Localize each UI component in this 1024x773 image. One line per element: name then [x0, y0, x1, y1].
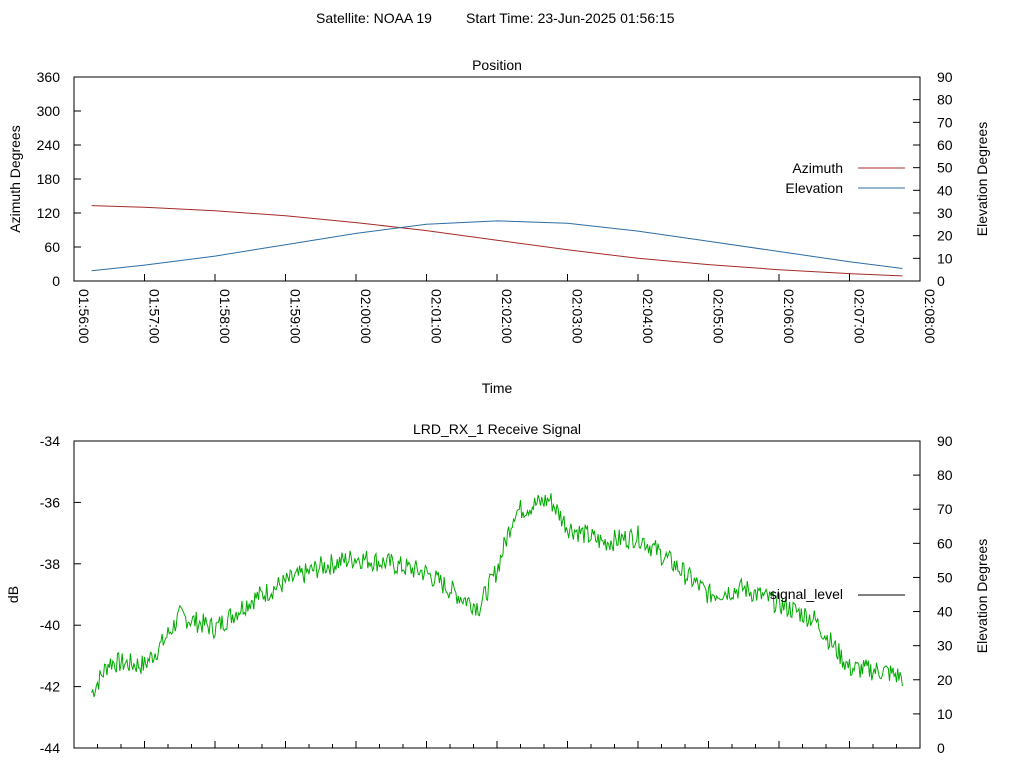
- y2-tick-label: 70: [937, 501, 953, 517]
- legend-label-elevation: Elevation: [785, 180, 843, 196]
- y-tick-label: -42: [40, 679, 60, 695]
- y-tick-label: 240: [37, 137, 61, 153]
- y-tick-label: -38: [40, 556, 60, 572]
- y-tick-label: -44: [40, 740, 60, 756]
- y2-tick-label: 60: [937, 535, 953, 551]
- y-axis-label: dB: [5, 586, 21, 603]
- y-tick-label: 60: [44, 239, 60, 255]
- legend-label-azimuth: Azimuth: [792, 160, 843, 176]
- y-axis-label: Azimuth Degrees: [7, 125, 23, 232]
- chart-title: LRD_RX_1 Receive Signal: [413, 421, 581, 437]
- x-tick-label: 02:05:00: [711, 289, 727, 344]
- y2-tick-label: 30: [937, 638, 953, 654]
- y-tick-label: 300: [37, 103, 61, 119]
- y2-tick-label: 50: [937, 569, 953, 585]
- y-tick-label: 180: [37, 171, 61, 187]
- y2-tick-label: 20: [937, 672, 953, 688]
- position-chart: Position 0 60 120 180 240 300 360 0 10 20 30 40 50 60 7…: [7, 57, 990, 396]
- y2-tick-label: 80: [937, 467, 953, 483]
- y2-tick-label: 90: [937, 433, 953, 449]
- y2-axis-label: Elevation Degrees: [974, 122, 990, 236]
- x-tick-label: 01:59:00: [288, 289, 304, 344]
- series-line-azimuth: [92, 206, 903, 276]
- y-tick-label: 360: [37, 69, 61, 85]
- y2-tick-label: 40: [937, 182, 953, 198]
- x-tick-label: 01:56:00: [76, 289, 92, 344]
- legend-label-signal-level: signal_level: [770, 586, 843, 602]
- y2-tick-label: 50: [937, 160, 953, 176]
- x-tick-label: 01:57:00: [147, 289, 163, 344]
- y-tick-label: -36: [40, 494, 60, 510]
- y-tick-label: 120: [37, 205, 61, 221]
- y2-tick-label: 10: [937, 250, 953, 266]
- x-tick-label: 02:04:00: [640, 289, 656, 344]
- y-tick-label: -40: [40, 617, 60, 633]
- y-tick-label: 0: [52, 273, 60, 289]
- x-tick-label: 02:02:00: [499, 289, 515, 344]
- satellite-label: Satellite: NOAA 19: [316, 10, 432, 26]
- start-time-label: Start Time: 23-Jun-2025 01:56:15: [466, 10, 675, 26]
- y2-tick-label: 40: [937, 604, 953, 620]
- y2-tick-label: 20: [937, 228, 953, 244]
- x-axis-label: Time: [482, 380, 513, 396]
- y-tick-label: -34: [40, 433, 60, 449]
- x-tick-label: 02:08:00: [922, 289, 938, 344]
- y2-tick-label: 0: [937, 273, 945, 289]
- y2-tick-label: 30: [937, 205, 953, 221]
- y2-tick-label: 70: [937, 114, 953, 130]
- x-tick-label: 02:00:00: [358, 289, 374, 344]
- x-tick-label: 02:06:00: [781, 289, 797, 344]
- y2-axis-label: Elevation Degrees: [974, 539, 990, 653]
- plot-window: Satellite: NOAA 19 Start Time: 23-Jun-20…: [0, 0, 1024, 768]
- signal-chart: LRD_RX_1 Receive Signal -44 -42 -40 -38 -36 -3…: [5, 421, 990, 756]
- chart-title: Position: [472, 57, 522, 73]
- y2-tick-label: 80: [937, 92, 953, 108]
- plot-canvas: Satellite: NOAA 19 Start Time: 23-Jun-20…: [0, 0, 1024, 768]
- y2-tick-label: 90: [937, 69, 953, 85]
- y2-tick-label: 0: [937, 740, 945, 756]
- series-line-elevation: [92, 221, 903, 271]
- y2-tick-label: 10: [937, 706, 953, 722]
- x-tick-label: 02:01:00: [429, 289, 445, 344]
- y2-tick-label: 60: [937, 137, 953, 153]
- x-tick-label: 01:58:00: [217, 289, 233, 344]
- x-tick-label: 02:03:00: [570, 289, 586, 344]
- x-tick-label: 02:07:00: [852, 289, 868, 344]
- plot-frame: [74, 77, 920, 281]
